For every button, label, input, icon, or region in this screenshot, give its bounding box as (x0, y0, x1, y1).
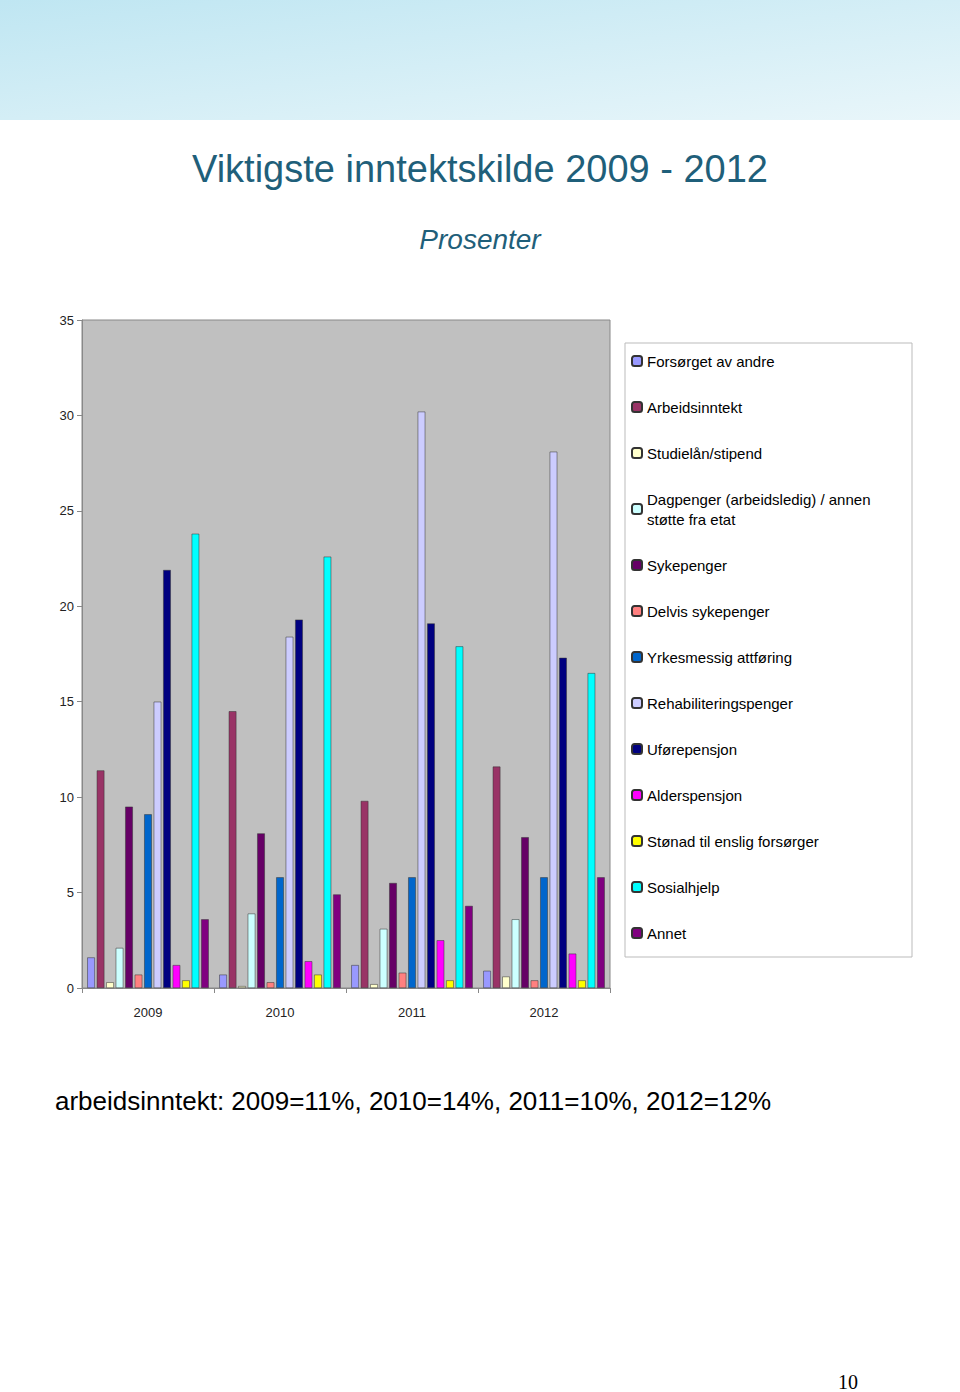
svg-text:10: 10 (60, 790, 74, 805)
svg-text:Dagpenger (arbeidsledig) / ann: Dagpenger (arbeidsledig) / annen (647, 491, 875, 508)
svg-text:Viktigste inntektskilde 2009 -: Viktigste inntektskilde 2009 - 2012 (192, 148, 768, 190)
svg-text:Prosenter: Prosenter (419, 224, 542, 255)
svg-text:10: 10 (838, 1371, 858, 1392)
svg-text:Sosialhjelp: Sosialhjelp (647, 879, 720, 896)
svg-text:Studielån/stipend: Studielån/stipend (647, 445, 762, 462)
svg-text:20: 20 (60, 599, 74, 614)
svg-text:30: 30 (60, 408, 74, 423)
svg-text:arbeidsinntekt: 2009=11%, 2010: arbeidsinntekt: 2009=11%, 2010=14%, 2011… (55, 1086, 771, 1116)
svg-text:Forsørget av andre: Forsørget av andre (647, 353, 775, 370)
svg-text:Delvis sykepenger: Delvis sykepenger (647, 603, 770, 620)
svg-text:Yrkesmessig attføring: Yrkesmessig attføring (647, 649, 792, 666)
svg-text:støtte fra etat: støtte fra etat (647, 511, 736, 528)
svg-text:2011: 2011 (398, 1005, 426, 1020)
svg-text:Uførepensjon: Uførepensjon (647, 741, 737, 758)
svg-text:2009: 2009 (134, 1005, 163, 1020)
svg-text:2012: 2012 (530, 1005, 559, 1020)
svg-text:Annet: Annet (647, 925, 687, 942)
svg-text:Rehabiliteringspenger: Rehabiliteringspenger (647, 695, 793, 712)
svg-text:25: 25 (60, 503, 74, 518)
svg-text:5: 5 (67, 885, 74, 900)
svg-text:0: 0 (67, 981, 74, 996)
svg-text:Arbeidsinntekt: Arbeidsinntekt (647, 399, 743, 416)
svg-text:Sykepenger: Sykepenger (647, 557, 727, 574)
svg-text:35: 35 (60, 313, 74, 328)
svg-text:Alderspensjon: Alderspensjon (647, 787, 742, 804)
svg-text:2010: 2010 (266, 1005, 295, 1020)
svg-text:15: 15 (60, 694, 74, 709)
svg-text:Stønad til enslig forsørger: Stønad til enslig forsørger (647, 833, 819, 850)
